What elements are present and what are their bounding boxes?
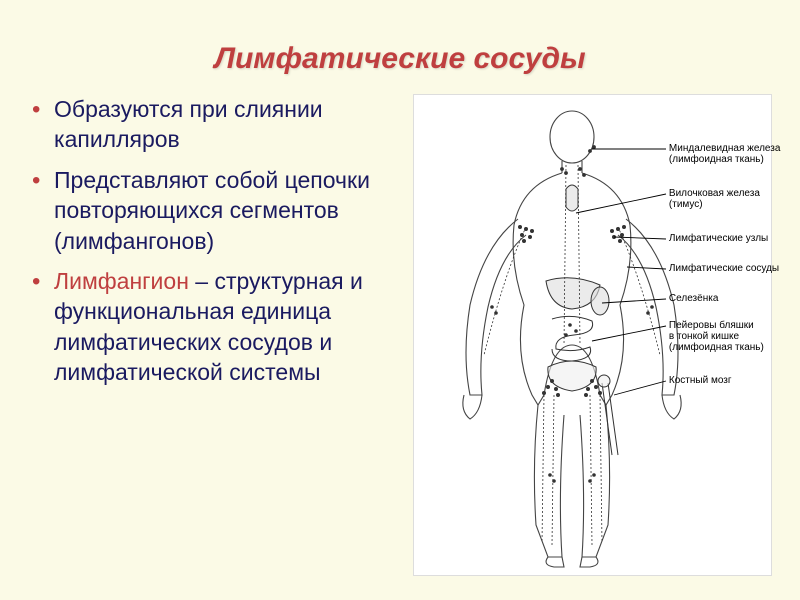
anatomy-label-line: (лимфоидная ткань)	[669, 154, 780, 165]
anatomy-label-line: Вилочковая железа	[669, 188, 760, 199]
anatomy-label-line: Костный мозг	[669, 375, 732, 386]
anatomy-label-line: Селезёнка	[669, 293, 718, 304]
anatomy-label: Лимфатические сосуды	[669, 263, 779, 274]
anatomy-label: Вилочковая железа(тимус)	[669, 188, 760, 210]
anatomy-label-line: в тонкой кишке	[669, 331, 764, 342]
anatomy-label: Селезёнка	[669, 293, 718, 304]
anatomy-label-line: Лимфатические узлы	[669, 233, 768, 244]
bullet-list: Образуются при слиянии капилляров Предста…	[28, 94, 403, 576]
content-row: Образуются при слиянии капилляров Предста…	[0, 94, 800, 576]
anatomy-label-line: (тимус)	[669, 199, 760, 210]
anatomy-label-line: Лимфатические сосуды	[669, 263, 779, 274]
bullet-item: Представляют собой цепочки повторяющихся…	[28, 165, 403, 256]
anatomy-label: Лимфатические узлы	[669, 233, 768, 244]
highlight-term: Лимфангион	[54, 268, 189, 294]
anatomy-label: Костный мозг	[669, 375, 732, 386]
slide-title: Лимфатические сосуды	[0, 20, 800, 76]
anatomy-label-line: (лимфоидная ткань)	[669, 342, 764, 353]
bullet-item: Образуются при слиянии капилляров	[28, 94, 403, 155]
anatomy-label: Пейеровы бляшкив тонкой кишке(лимфоидная…	[669, 320, 764, 353]
bullet-item: Лимфангион – структурная и функциональна…	[28, 266, 403, 387]
anatomy-label-line: Пейеровы бляшки	[669, 320, 764, 331]
anatomy-figure: Миндалевидная железа(лимфоидная ткань)Ви…	[413, 94, 772, 576]
anatomy-label: Миндалевидная железа(лимфоидная ткань)	[669, 143, 780, 165]
anatomy-label-line: Миндалевидная железа	[669, 143, 780, 154]
